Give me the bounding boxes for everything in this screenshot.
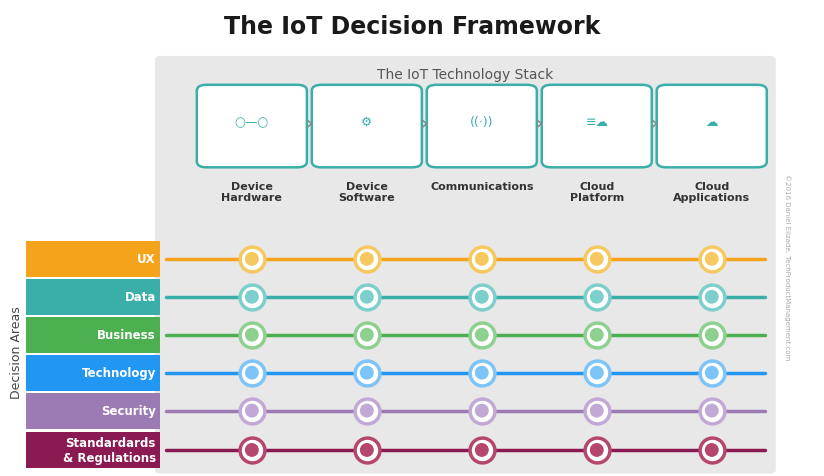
Point — [705, 331, 719, 339]
Point — [590, 369, 603, 377]
Text: The IoT Decision Framework: The IoT Decision Framework — [224, 15, 600, 40]
Text: Cloud
Platform: Cloud Platform — [569, 181, 624, 203]
Point — [360, 369, 373, 377]
Text: ©2016 Daniel Elizade. TechProductManagement.com: ©2016 Daniel Elizade. TechProductManagem… — [784, 173, 791, 359]
Point — [475, 331, 489, 339]
Point — [360, 446, 373, 454]
Point — [246, 331, 259, 339]
Point — [590, 407, 603, 415]
Point — [360, 256, 373, 263]
Point — [705, 369, 719, 377]
Point — [246, 331, 259, 339]
FancyBboxPatch shape — [657, 86, 767, 168]
Point — [360, 293, 373, 301]
Point — [590, 446, 603, 454]
Point — [705, 256, 719, 263]
Text: UX: UX — [137, 253, 156, 266]
Point — [705, 407, 719, 415]
Text: ›: › — [535, 113, 544, 133]
Text: Communications: Communications — [430, 181, 534, 191]
Point — [475, 293, 489, 301]
Text: Device
Hardware: Device Hardware — [222, 181, 283, 203]
Point — [360, 407, 373, 415]
Point — [246, 369, 259, 377]
Text: Device
Software: Device Software — [339, 181, 396, 203]
Point — [246, 256, 259, 263]
Text: ○—○: ○—○ — [235, 116, 269, 129]
Point — [246, 407, 259, 415]
Point — [475, 407, 489, 415]
Point — [590, 256, 603, 263]
Text: ☁: ☁ — [705, 116, 718, 129]
Text: ›: › — [419, 113, 428, 133]
Point — [590, 331, 603, 339]
FancyBboxPatch shape — [311, 86, 422, 168]
Point — [360, 369, 373, 377]
Text: ((·)): ((·)) — [470, 116, 494, 129]
Point — [590, 369, 603, 377]
Point — [360, 446, 373, 454]
Text: Business: Business — [97, 328, 156, 341]
FancyBboxPatch shape — [541, 86, 652, 168]
Point — [246, 407, 259, 415]
Point — [705, 446, 719, 454]
Point — [360, 331, 373, 339]
FancyBboxPatch shape — [26, 241, 160, 278]
Text: Security: Security — [101, 404, 156, 417]
Point — [475, 407, 489, 415]
Point — [475, 331, 489, 339]
FancyBboxPatch shape — [26, 355, 160, 391]
Point — [705, 407, 719, 415]
Point — [475, 369, 489, 377]
Point — [246, 369, 259, 377]
Point — [590, 446, 603, 454]
Point — [590, 293, 603, 301]
Point — [590, 256, 603, 263]
Text: Data: Data — [124, 291, 156, 304]
Text: ›: › — [650, 113, 658, 133]
Point — [705, 446, 719, 454]
Point — [246, 446, 259, 454]
Text: ›: › — [305, 113, 314, 133]
Point — [360, 293, 373, 301]
FancyBboxPatch shape — [26, 432, 160, 468]
Point — [360, 256, 373, 263]
FancyBboxPatch shape — [197, 86, 307, 168]
FancyBboxPatch shape — [26, 279, 160, 315]
Text: ≡☁: ≡☁ — [585, 116, 608, 129]
Point — [590, 331, 603, 339]
Text: Standardards
& Regulations: Standardards & Regulations — [63, 436, 156, 464]
Point — [475, 256, 489, 263]
FancyBboxPatch shape — [155, 57, 776, 474]
Point — [360, 331, 373, 339]
Text: Technology: Technology — [82, 367, 156, 379]
Text: Decision Areas: Decision Areas — [10, 305, 23, 398]
Text: ⚙︎: ⚙︎ — [361, 116, 372, 129]
Point — [475, 293, 489, 301]
Point — [475, 369, 489, 377]
Point — [590, 407, 603, 415]
FancyBboxPatch shape — [26, 317, 160, 353]
Point — [475, 446, 489, 454]
Point — [705, 369, 719, 377]
Point — [705, 293, 719, 301]
Point — [360, 407, 373, 415]
Point — [246, 256, 259, 263]
Point — [705, 256, 719, 263]
Point — [475, 256, 489, 263]
Point — [705, 293, 719, 301]
Point — [705, 331, 719, 339]
Text: The IoT Technology Stack: The IoT Technology Stack — [377, 68, 554, 82]
Point — [246, 293, 259, 301]
Point — [246, 446, 259, 454]
Point — [246, 293, 259, 301]
Text: Cloud
Applications: Cloud Applications — [673, 181, 751, 203]
FancyBboxPatch shape — [26, 393, 160, 429]
Point — [590, 293, 603, 301]
FancyBboxPatch shape — [427, 86, 536, 168]
Point — [475, 446, 489, 454]
